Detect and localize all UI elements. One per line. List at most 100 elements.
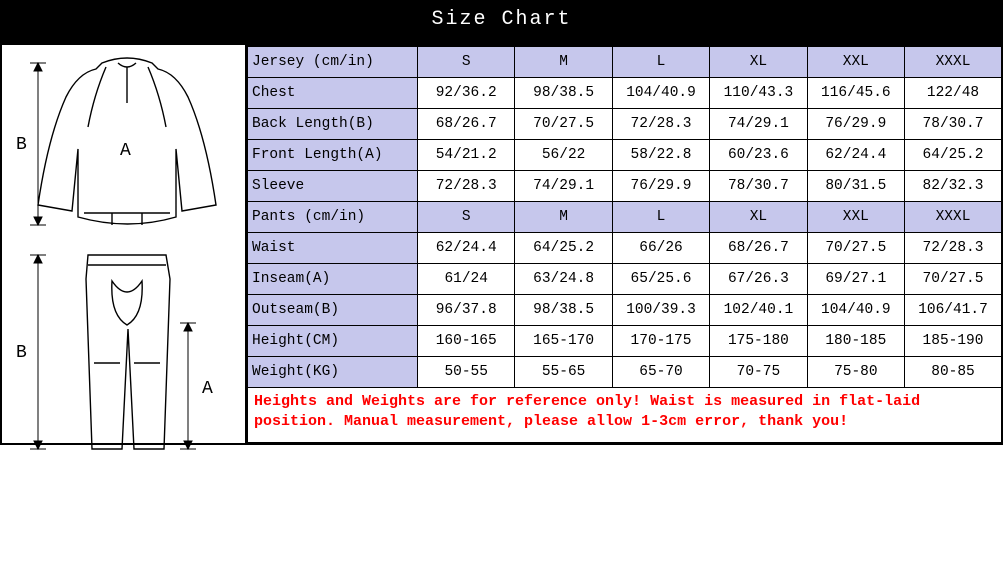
pants-a-label: A <box>202 379 213 399</box>
cell: 72/28.3 <box>612 108 709 139</box>
col-header: XXL <box>807 46 904 77</box>
cell: 65-70 <box>612 356 709 387</box>
cell: 64/25.2 <box>515 232 612 263</box>
row-label: Inseam(A) <box>248 263 418 294</box>
cell: 80-85 <box>905 356 1002 387</box>
table-row: Back Length(B) 68/26.7 70/27.5 72/28.3 7… <box>248 108 1003 139</box>
row-label: Outseam(B) <box>248 294 418 325</box>
table-area: Jersey (cm/in) S M L XL XXL XXXL Chest 9… <box>247 45 1003 443</box>
cell: 76/29.9 <box>612 170 709 201</box>
cell: 76/29.9 <box>807 108 904 139</box>
col-header: M <box>515 46 612 77</box>
garment-diagram: B A B <box>2 45 247 475</box>
diagram-cell: B A B <box>2 45 247 443</box>
cell: 116/45.6 <box>807 77 904 108</box>
cell: 62/24.4 <box>807 139 904 170</box>
cell: 96/37.8 <box>418 294 515 325</box>
cell: 102/40.1 <box>710 294 807 325</box>
col-header: XXL <box>807 201 904 232</box>
col-header: L <box>612 201 709 232</box>
cell: 66/26 <box>612 232 709 263</box>
cell: 74/29.1 <box>710 108 807 139</box>
cell: 74/29.1 <box>515 170 612 201</box>
cell: 180-185 <box>807 325 904 356</box>
cell: 56/22 <box>515 139 612 170</box>
cell: 170-175 <box>612 325 709 356</box>
table-row: Jersey (cm/in) S M L XL XXL XXXL <box>248 46 1003 77</box>
table-row: Outseam(B) 96/37.8 98/38.5 100/39.3 102/… <box>248 294 1003 325</box>
row-label: Height(CM) <box>248 325 418 356</box>
table-row: Height(CM) 160-165 165-170 170-175 175-1… <box>248 325 1003 356</box>
table-row: Waist 62/24.4 64/25.2 66/26 68/26.7 70/2… <box>248 232 1003 263</box>
jersey-b-label: B <box>16 135 27 155</box>
cell: 70-75 <box>710 356 807 387</box>
cell: 80/31.5 <box>807 170 904 201</box>
row-label: Front Length(A) <box>248 139 418 170</box>
cell: 100/39.3 <box>612 294 709 325</box>
cell: 78/30.7 <box>710 170 807 201</box>
cell: 104/40.9 <box>612 77 709 108</box>
cell: 98/38.5 <box>515 77 612 108</box>
page-title: Size Chart <box>0 0 1003 45</box>
cell: 54/21.2 <box>418 139 515 170</box>
cell: 185-190 <box>905 325 1002 356</box>
col-header: XXXL <box>905 46 1002 77</box>
cell: 68/26.7 <box>710 232 807 263</box>
cell: 98/38.5 <box>515 294 612 325</box>
col-header: XL <box>710 46 807 77</box>
table-row: Inseam(A) 61/24 63/24.8 65/25.6 67/26.3 … <box>248 263 1003 294</box>
table-row: Pants (cm/in) S M L XL XXL XXXL <box>248 201 1003 232</box>
cell: 65/25.6 <box>612 263 709 294</box>
footer-note: Heights and Weights are for reference on… <box>247 388 1003 444</box>
cell: 68/26.7 <box>418 108 515 139</box>
cell: 122/48 <box>905 77 1002 108</box>
jersey-a-label: A <box>120 141 131 161</box>
cell: 82/32.3 <box>905 170 1002 201</box>
col-header: XXXL <box>905 201 1002 232</box>
cell: 50-55 <box>418 356 515 387</box>
col-header: S <box>418 46 515 77</box>
cell: 92/36.2 <box>418 77 515 108</box>
cell: 106/41.7 <box>905 294 1002 325</box>
cell: 104/40.9 <box>807 294 904 325</box>
cell: 61/24 <box>418 263 515 294</box>
table-row: Weight(KG) 50-55 55-65 65-70 70-75 75-80… <box>248 356 1003 387</box>
col-header: L <box>612 46 709 77</box>
cell: 160-165 <box>418 325 515 356</box>
cell: 63/24.8 <box>515 263 612 294</box>
col-header: XL <box>710 201 807 232</box>
cell: 72/28.3 <box>418 170 515 201</box>
cell: 67/26.3 <box>710 263 807 294</box>
cell: 165-170 <box>515 325 612 356</box>
table-row: Chest 92/36.2 98/38.5 104/40.9 110/43.3 … <box>248 77 1003 108</box>
table-row: Front Length(A) 54/21.2 56/22 58/22.8 60… <box>248 139 1003 170</box>
cell: 69/27.1 <box>807 263 904 294</box>
col-header: M <box>515 201 612 232</box>
cell: 110/43.3 <box>710 77 807 108</box>
section-header-label: Pants (cm/in) <box>248 201 418 232</box>
cell: 70/27.5 <box>905 263 1002 294</box>
size-table: Jersey (cm/in) S M L XL XXL XXXL Chest 9… <box>247 45 1003 388</box>
cell: 58/22.8 <box>612 139 709 170</box>
cell: 75-80 <box>807 356 904 387</box>
table-row: Sleeve 72/28.3 74/29.1 76/29.9 78/30.7 8… <box>248 170 1003 201</box>
content-wrap: B A B <box>0 45 1003 445</box>
row-label: Sleeve <box>248 170 418 201</box>
cell: 70/27.5 <box>807 232 904 263</box>
cell: 60/23.6 <box>710 139 807 170</box>
pants-b-label: B <box>16 343 27 363</box>
page-title-text: Size Chart <box>431 8 571 31</box>
col-header: S <box>418 201 515 232</box>
cell: 72/28.3 <box>905 232 1002 263</box>
cell: 64/25.2 <box>905 139 1002 170</box>
cell: 78/30.7 <box>905 108 1002 139</box>
row-label: Weight(KG) <box>248 356 418 387</box>
cell: 55-65 <box>515 356 612 387</box>
cell: 175-180 <box>710 325 807 356</box>
row-label: Waist <box>248 232 418 263</box>
cell: 62/24.4 <box>418 232 515 263</box>
section-header-label: Jersey (cm/in) <box>248 46 418 77</box>
row-label: Back Length(B) <box>248 108 418 139</box>
row-label: Chest <box>248 77 418 108</box>
cell: 70/27.5 <box>515 108 612 139</box>
